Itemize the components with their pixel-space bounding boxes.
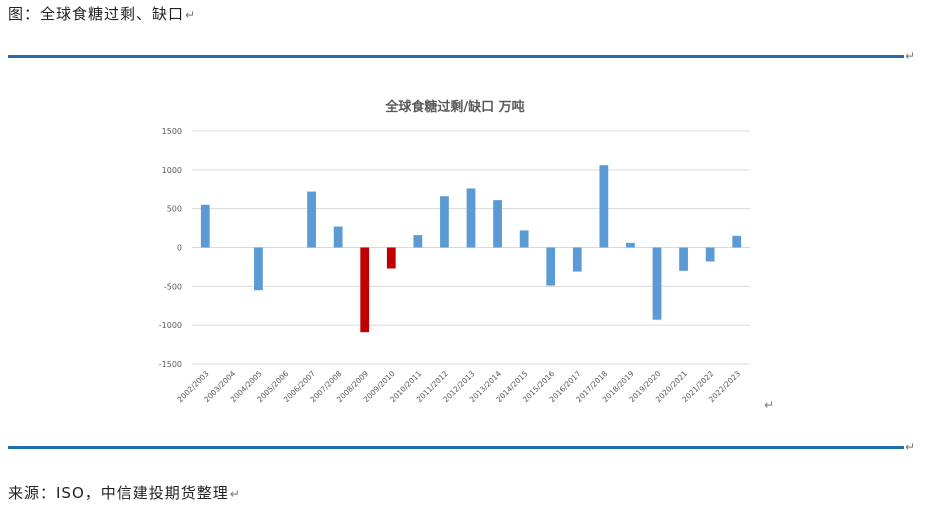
bar-2022-2023	[732, 235, 742, 248]
figure-caption: 图：全球食糖过剩、缺口↵	[8, 4, 195, 25]
bar-2016-2017	[572, 247, 582, 272]
bars	[200, 165, 742, 333]
y-tick-label: 1000	[162, 166, 182, 175]
chart-title: 全球食糖过剩/缺口 万吨	[384, 99, 524, 115]
bar-2010-2011	[413, 235, 423, 248]
bar-2017-2018	[599, 165, 609, 248]
paragraph-mark-icon: ↵	[905, 440, 916, 454]
bar-2013-2014	[493, 200, 502, 248]
bar-2015-2016	[546, 247, 556, 286]
bar-2007-2008	[333, 226, 343, 248]
y-tick-label: 500	[167, 205, 182, 214]
figure-caption-text: 图：全球食糖过剩、缺口	[8, 5, 185, 23]
bar-2008-2009	[360, 247, 370, 333]
bottom-divider	[8, 446, 904, 449]
bar-2002-2003	[200, 204, 210, 248]
y-tick-label: -1500	[159, 360, 182, 369]
y-tick-label: -500	[164, 282, 182, 291]
paragraph-mark-icon: ↵	[905, 49, 916, 63]
y-tick-label: 0	[177, 244, 182, 253]
bar-2021-2022	[705, 247, 715, 262]
paragraph-mark-icon: ↵	[185, 8, 196, 22]
source-note: 来源：ISO，中信建投期货整理↵	[8, 483, 240, 504]
paragraph-mark-icon: ↵	[229, 487, 240, 501]
bar-2012-2013	[466, 188, 476, 248]
y-tick-label: 1500	[162, 127, 182, 136]
bar-2009-2010	[386, 247, 396, 269]
bar-chart: 全球食糖过剩/缺口 万吨 150010005000-500-1000-1500 …	[159, 99, 750, 404]
bar-2006-2007	[307, 191, 316, 248]
y-axis-ticks: 1500 1000 500 0 -500 -1000 -1500	[159, 127, 182, 369]
x-axis-ticks: 2002/20032003/20042004/20052005/20062006…	[176, 369, 743, 404]
top-divider	[8, 55, 904, 58]
paragraph-mark-icon: ↵	[764, 398, 775, 412]
bar-2011-2012	[440, 196, 449, 248]
bar-2020-2021	[679, 247, 688, 271]
bar-2004-2005	[254, 247, 263, 291]
source-note-text: 来源：ISO，中信建投期货整理	[8, 484, 229, 502]
bar-2014-2015	[519, 230, 529, 248]
y-tick-label: -1000	[159, 321, 182, 330]
bar-2019-2020	[652, 247, 662, 320]
bar-2018-2019	[626, 242, 635, 248]
